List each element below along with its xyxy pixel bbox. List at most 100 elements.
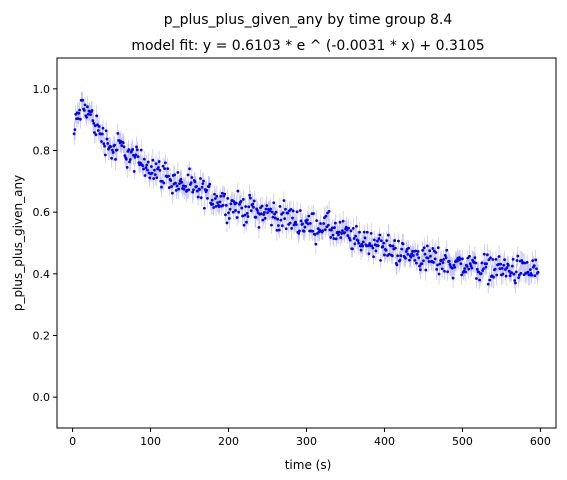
data-point bbox=[283, 217, 287, 221]
data-point bbox=[324, 214, 328, 218]
data-point bbox=[453, 265, 457, 269]
data-point bbox=[134, 153, 138, 157]
data-point bbox=[363, 236, 367, 240]
data-point bbox=[265, 204, 269, 207]
data-point bbox=[390, 254, 394, 258]
data-point bbox=[495, 273, 499, 277]
data-point bbox=[478, 278, 481, 282]
data-point bbox=[370, 244, 374, 248]
data-point bbox=[359, 248, 363, 252]
data-point bbox=[418, 268, 422, 272]
data-point bbox=[431, 247, 435, 250]
data-point bbox=[501, 272, 505, 276]
data-point bbox=[291, 216, 294, 220]
data-point bbox=[115, 148, 119, 152]
data-point bbox=[469, 264, 473, 268]
data-point bbox=[85, 116, 89, 119]
data-point bbox=[257, 225, 261, 229]
data-point bbox=[400, 247, 404, 251]
data-point bbox=[196, 195, 200, 199]
data-point bbox=[475, 277, 478, 280]
data-point bbox=[167, 186, 171, 189]
data-point bbox=[227, 217, 231, 220]
data-point bbox=[492, 275, 496, 279]
data-point bbox=[535, 267, 538, 271]
data-point bbox=[111, 151, 115, 154]
data-point bbox=[485, 253, 489, 257]
data-point bbox=[103, 144, 106, 148]
data-point bbox=[211, 202, 215, 206]
data-point bbox=[295, 210, 299, 214]
data-point bbox=[195, 189, 199, 193]
data-point bbox=[446, 270, 450, 274]
data-point bbox=[386, 233, 390, 237]
data-point bbox=[276, 217, 280, 221]
data-point bbox=[497, 255, 501, 258]
data-point bbox=[224, 203, 228, 207]
data-point bbox=[247, 205, 251, 209]
y-tick-label: 0.6 bbox=[33, 206, 51, 219]
data-point bbox=[308, 221, 312, 225]
x-tick-label: 0 bbox=[69, 435, 76, 448]
data-point bbox=[244, 205, 248, 208]
data-point bbox=[366, 244, 370, 248]
data-point bbox=[305, 218, 309, 222]
data-point bbox=[72, 132, 76, 136]
data-point bbox=[452, 263, 456, 267]
data-point bbox=[399, 254, 403, 257]
x-axis-label: time (s) bbox=[285, 458, 332, 472]
data-point bbox=[323, 228, 327, 232]
data-point bbox=[86, 112, 90, 116]
data-point bbox=[106, 142, 110, 145]
data-point bbox=[333, 221, 337, 225]
data-point bbox=[83, 103, 87, 107]
data-point bbox=[420, 262, 424, 265]
data-point bbox=[263, 216, 267, 220]
data-point bbox=[314, 242, 318, 246]
data-point bbox=[150, 171, 154, 175]
data-point bbox=[439, 258, 443, 262]
data-point bbox=[387, 252, 391, 256]
data-point bbox=[102, 142, 106, 146]
data-point bbox=[319, 222, 322, 225]
data-point bbox=[81, 98, 85, 102]
data-point bbox=[371, 246, 375, 250]
data-point bbox=[93, 131, 96, 134]
chart-title: p_plus_plus_given_any by time group 8.4 bbox=[164, 12, 453, 28]
data-point bbox=[270, 223, 273, 227]
data-point bbox=[210, 198, 214, 202]
data-point bbox=[396, 254, 400, 258]
data-point bbox=[467, 267, 471, 271]
data-point bbox=[330, 228, 333, 232]
data-point bbox=[385, 239, 389, 243]
data-point bbox=[136, 155, 140, 159]
data-point bbox=[201, 182, 205, 186]
data-point bbox=[245, 211, 249, 215]
data-point bbox=[228, 207, 232, 211]
data-point bbox=[486, 282, 490, 286]
data-point bbox=[337, 230, 341, 234]
data-point bbox=[505, 266, 509, 270]
data-point bbox=[218, 200, 222, 204]
data-point bbox=[224, 213, 227, 217]
data-point bbox=[358, 230, 361, 234]
data-point bbox=[379, 258, 382, 262]
data-point bbox=[301, 222, 305, 226]
data-point bbox=[175, 184, 179, 188]
data-point bbox=[355, 224, 358, 228]
data-point bbox=[180, 180, 184, 184]
data-point bbox=[340, 229, 344, 232]
data-point bbox=[429, 254, 432, 258]
data-point bbox=[468, 262, 472, 266]
data-point bbox=[401, 242, 405, 246]
data-point bbox=[507, 264, 510, 267]
data-point bbox=[361, 244, 365, 248]
data-point bbox=[186, 173, 190, 177]
data-point bbox=[100, 132, 104, 136]
data-point bbox=[331, 233, 335, 237]
data-point bbox=[433, 257, 437, 261]
data-point bbox=[173, 173, 177, 177]
data-point bbox=[198, 188, 202, 191]
data-point bbox=[398, 258, 402, 262]
data-point bbox=[438, 262, 442, 266]
